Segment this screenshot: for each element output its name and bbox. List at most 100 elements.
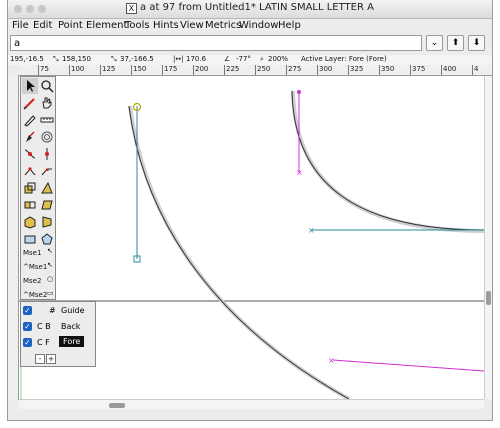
menu-view[interactable]: View bbox=[180, 20, 204, 31]
menu-metrics[interactable]: Metrics bbox=[205, 20, 242, 31]
magnify-tool-icon[interactable] bbox=[39, 78, 55, 94]
layer-row-fore[interactable]: ✓ C F Fore bbox=[21, 336, 95, 350]
close-window-button[interactable] bbox=[14, 5, 22, 13]
spiro-tool-icon[interactable] bbox=[39, 129, 55, 145]
flip-tool-icon[interactable] bbox=[22, 197, 38, 213]
ruler-tick-label: 350 bbox=[381, 65, 395, 73]
magenta-point[interactable] bbox=[297, 90, 301, 94]
guide-layer-name: Guide bbox=[61, 306, 85, 315]
selection-origin-readout: 158,150 bbox=[62, 55, 91, 63]
zoom-window-button[interactable] bbox=[38, 5, 46, 13]
minimize-window-button[interactable] bbox=[26, 5, 34, 13]
ruler-tick-mark bbox=[317, 65, 318, 75]
control-point-square[interactable] bbox=[133, 255, 141, 263]
ruler-tool-icon[interactable] bbox=[39, 112, 55, 128]
rotate-tool-icon[interactable] bbox=[39, 180, 55, 196]
horizontal-ruler: 75 100 125 150 175 200 225 250 275 300 325 350 375 40… bbox=[18, 65, 492, 76]
layer-row-guide[interactable]: ✓ # Guide bbox=[21, 304, 95, 318]
ruler-tick-label: 125 bbox=[102, 65, 116, 73]
magenta-control-x[interactable]: × bbox=[296, 168, 303, 177]
glyph-dropdown-button[interactable]: ⌄ bbox=[426, 35, 443, 51]
ruler-tick-label: 225 bbox=[226, 65, 240, 73]
info-bar: 195,-16.5 ⤡ 158,150 ⤡ 37,-166.5 |↔| 170.… bbox=[8, 55, 492, 65]
magenta-control-x-bottom[interactable]: × bbox=[328, 356, 335, 365]
ruler-tick-label: 275 bbox=[288, 65, 302, 73]
ruler-tick-mark bbox=[255, 65, 256, 75]
hv-curve-tool-icon[interactable] bbox=[39, 146, 55, 162]
tangent-point-tool-icon[interactable] bbox=[39, 163, 55, 179]
back-visible-checkbox[interactable]: ✓ bbox=[23, 322, 32, 331]
menu-help[interactable]: Help bbox=[278, 20, 301, 31]
fore-layer-code: C F bbox=[37, 338, 50, 347]
skew-tool-icon[interactable] bbox=[39, 197, 55, 213]
outline-shadow bbox=[128, 105, 350, 399]
inner-outline-shadow bbox=[291, 90, 484, 233]
outer-contour[interactable] bbox=[128, 105, 350, 399]
control-point-x[interactable]: × bbox=[308, 226, 315, 235]
perspective-tool-icon[interactable] bbox=[39, 214, 55, 230]
back-layer-code: C B bbox=[37, 322, 51, 331]
knife-tool-icon[interactable] bbox=[22, 112, 38, 128]
ruler-tick-mark bbox=[472, 65, 473, 75]
horizontal-scrollbar[interactable] bbox=[19, 399, 484, 410]
bottom-bar bbox=[8, 409, 492, 420]
previous-glyph-button[interactable]: ⬆ bbox=[447, 35, 464, 51]
curve-point-selected[interactable] bbox=[132, 102, 142, 112]
menu-window[interactable]: Window bbox=[239, 20, 279, 31]
window-title: a at 97 from Untitled1* LATIN SMALL LETT… bbox=[140, 2, 374, 13]
pointer-tool-icon[interactable] bbox=[22, 78, 38, 94]
ruler-tick-mark bbox=[379, 65, 380, 75]
layer-row-back[interactable]: ✓ C B Back bbox=[21, 320, 95, 334]
fore-visible-checkbox[interactable]: ✓ bbox=[23, 338, 32, 347]
ruler-tick-label: 375 bbox=[412, 65, 426, 73]
remove-layer-button[interactable]: - bbox=[35, 354, 45, 364]
menu-tools[interactable]: Tools bbox=[125, 20, 150, 31]
glyph-name-input[interactable]: a bbox=[10, 35, 422, 51]
menu-point[interactable]: Point bbox=[58, 20, 83, 31]
distance-readout: 170.6 bbox=[186, 55, 207, 63]
ruler-tick-mark bbox=[131, 65, 132, 75]
menu-file[interactable]: File bbox=[12, 20, 29, 31]
selection-point-icon: ⤡ bbox=[111, 55, 117, 63]
ruler-tick-label: 100 bbox=[71, 65, 85, 73]
ruler-tick-mark bbox=[38, 65, 39, 75]
rectangle-tool-icon[interactable] bbox=[22, 231, 38, 247]
menu-element[interactable]: Element bbox=[86, 20, 128, 31]
pen-tool-icon[interactable] bbox=[22, 129, 38, 145]
zoom-icon: ⌕ bbox=[260, 55, 264, 63]
guide-visible-checkbox[interactable]: ✓ bbox=[23, 306, 32, 315]
ruler-tick-mark bbox=[224, 65, 225, 75]
scale-tool-icon[interactable] bbox=[22, 180, 38, 196]
mouse2-label: Mse2 bbox=[23, 277, 42, 285]
ruler-tick-label: 4 bbox=[474, 65, 479, 73]
freehand-tool-icon[interactable] bbox=[22, 95, 38, 111]
corner-point-tool-icon[interactable] bbox=[22, 163, 38, 179]
scroll-hand-icon[interactable] bbox=[39, 95, 55, 111]
cursor-position-readout: 195,-16.5 bbox=[10, 55, 44, 63]
angle-icon: ∠ bbox=[224, 55, 231, 63]
polygon-tool-icon[interactable] bbox=[39, 231, 55, 247]
ruler-tick-label: 250 bbox=[257, 65, 271, 73]
horizontal-scroll-thumb[interactable] bbox=[109, 403, 125, 408]
vertical-scroll-thumb[interactable] bbox=[486, 291, 491, 305]
next-glyph-button[interactable]: ⬇ bbox=[468, 35, 485, 51]
menu-edit[interactable]: Edit bbox=[33, 20, 53, 31]
ruler-tick-label: 75 bbox=[40, 65, 49, 73]
3d-rotate-tool-icon[interactable] bbox=[22, 214, 38, 230]
ruler-tick-mark bbox=[69, 65, 70, 75]
ctrl-mouse1-pointer-icon: ↖ bbox=[47, 261, 53, 269]
fore-layer-name: Fore bbox=[59, 336, 85, 347]
menu-hints[interactable]: Hints bbox=[153, 20, 179, 31]
ruler-tick-label: 400 bbox=[443, 65, 457, 73]
inner-contour[interactable] bbox=[291, 90, 484, 231]
selection-origin-icon: ⤡ bbox=[53, 55, 59, 63]
curve-point-tool-icon[interactable] bbox=[22, 146, 38, 162]
ruler-tick-mark bbox=[162, 65, 163, 75]
vertical-scrollbar[interactable] bbox=[484, 76, 492, 399]
ruler-tick-label: 325 bbox=[350, 65, 364, 73]
ruler-tick-label: 175 bbox=[164, 65, 178, 73]
add-layer-button[interactable]: + bbox=[46, 354, 56, 364]
